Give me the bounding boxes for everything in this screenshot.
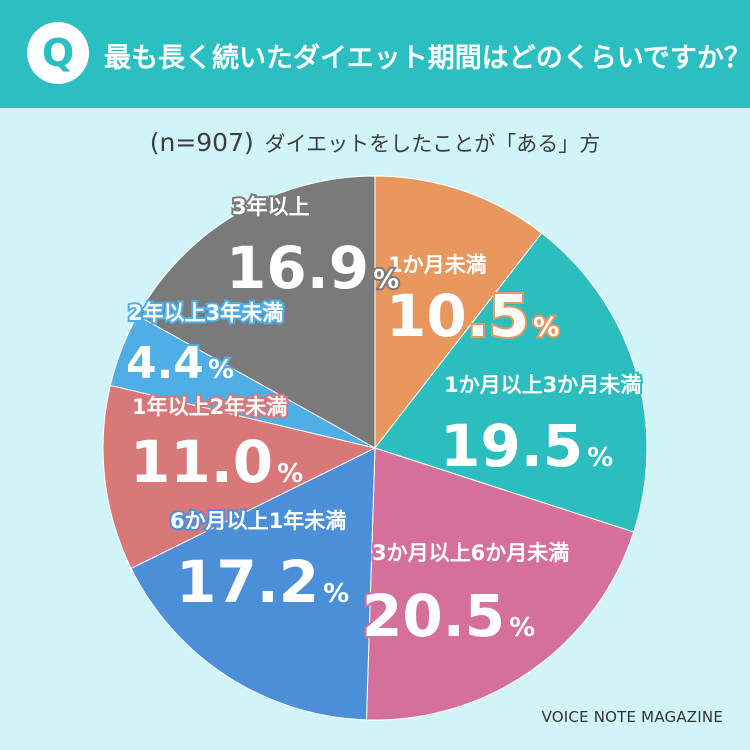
pie-slice-4 <box>130 447 376 721</box>
pie-slice-3 <box>365 447 635 721</box>
slice-label-2: 1か月以上3か月未満 <box>444 373 641 397</box>
slice-value-2: 19.5% <box>440 412 613 480</box>
slice-label-7: 3年以上 <box>232 195 310 219</box>
subtitle: (n=907) ダイエットをしたことが「ある」方 <box>0 128 750 158</box>
pie-slice-7 <box>136 175 376 449</box>
q-badge-icon: Q <box>27 22 89 84</box>
slice-value-3: 20.5% <box>362 582 535 650</box>
subtitle-text: ダイエットをしたことが「ある」方 <box>264 132 601 156</box>
question-header: Q 最も長く続いたダイエット期間はどのくらいですか？ <box>0 0 750 108</box>
pie-slice-5 <box>102 384 377 570</box>
slice-value-6: 4.4% <box>126 338 234 389</box>
question-title: 最も長く続いたダイエット期間はどのくらいですか？ <box>104 43 750 74</box>
slice-label-5: 1年以上2年未満 <box>132 395 287 419</box>
slice-value-5: 11.0% <box>130 428 303 496</box>
slice-label-3: 3か月以上6か月未満 <box>372 541 569 565</box>
slice-value-1: 10.5% <box>386 282 559 350</box>
source-credit: VOICE NOTE MAGAZINE <box>541 708 723 726</box>
pie-slice-2 <box>374 232 648 533</box>
pie-slice-1 <box>374 175 543 450</box>
slice-label-1: 1か月未満 <box>388 253 487 277</box>
slice-value-4: 17.2% <box>176 548 349 616</box>
sample-size: (n=907) <box>149 128 254 157</box>
slice-label-6: 2年以上3年未満 <box>128 301 283 325</box>
slice-label-4: 6か月以上1年未満 <box>170 509 346 533</box>
q-mark: Q <box>41 31 75 75</box>
slice-value-7: 16.9% <box>226 234 399 302</box>
